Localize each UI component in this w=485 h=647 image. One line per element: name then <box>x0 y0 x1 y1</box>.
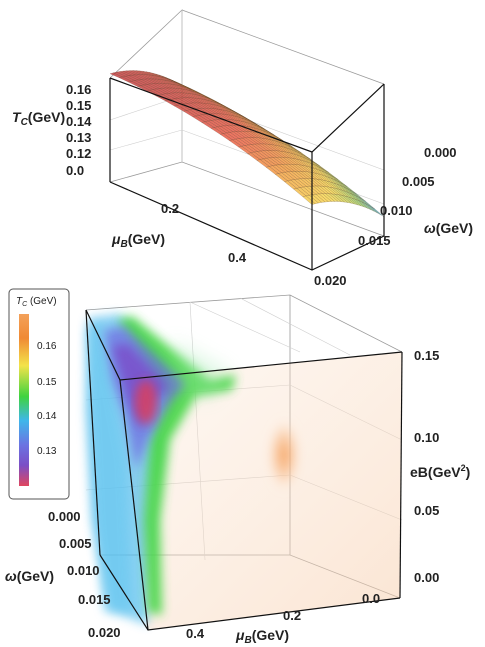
legend-title: TC (GeV) <box>16 296 57 308</box>
surface-mesh <box>109 70 385 217</box>
legend-label: 0.14 <box>37 411 57 422</box>
y-tick: 0.010 <box>380 203 413 218</box>
surface-cell <box>368 204 381 216</box>
surface-cell <box>312 193 326 203</box>
density-box-front <box>85 309 403 631</box>
orange-blob <box>268 419 300 491</box>
omega-tick: 0.010 <box>67 563 100 578</box>
y-tick: 0.000 <box>424 145 457 160</box>
y-tick: 0.020 <box>314 273 347 288</box>
surface-cell <box>328 193 343 203</box>
y-tick: 0.005 <box>402 174 435 189</box>
density-fog <box>120 352 402 630</box>
mub-tick: 0.2 <box>283 608 301 623</box>
legend-frame <box>8 288 70 500</box>
z-axis-label: TC(GeV) <box>12 109 65 128</box>
z-tick: 0.16 <box>66 82 91 97</box>
x-axis-label: μB(GeV) <box>111 231 165 250</box>
surface-box-front <box>109 77 385 271</box>
legend-label: 0.13 <box>37 446 57 457</box>
legend: TC (GeV) 0.16 0.15 0.14 0.13 <box>8 288 70 500</box>
surface-z-ticks: 0.16 0.15 0.14 0.13 0.12 0.0 <box>66 82 92 178</box>
x-tick: 0.4 <box>228 250 247 265</box>
surface-cell <box>364 203 378 214</box>
omega-tick: 0.005 <box>59 536 92 551</box>
y-axis-label: ω(GeV) <box>424 220 473 236</box>
z-tick: 0.13 <box>66 130 91 145</box>
band-light-edge <box>170 340 230 398</box>
mub-tick: 0.4 <box>186 626 205 641</box>
surface-cell <box>361 201 375 212</box>
z-tick: 0.15 <box>66 98 91 113</box>
omega-tick: 0.015 <box>78 592 111 607</box>
band-lightblue <box>86 322 132 612</box>
omega-tick: 0.020 <box>88 625 121 640</box>
mub-tick: 0.0 <box>362 591 380 606</box>
density-z-ticks: 0.15 0.10 0.05 0.00 <box>414 348 439 585</box>
omega-axis-label: ω(GeV) <box>5 568 54 584</box>
omega-tick: 0.000 <box>48 509 81 524</box>
density-plot: TC (GeV) 0.16 0.15 0.14 0.13 0.15 0.10 0… <box>5 288 470 646</box>
surface-cell <box>348 196 362 207</box>
legend-colorbar <box>19 314 29 486</box>
density-x-ticks: 0.4 0.2 0.0 <box>186 591 380 641</box>
surface-cell <box>331 193 346 203</box>
band-red-core <box>135 380 157 424</box>
surface-plot: 0.16 0.15 0.14 0.13 0.12 0.0 TC(GeV) 0.2… <box>12 9 473 288</box>
eb-tick: 0.10 <box>414 430 439 445</box>
eb-tick: 0.05 <box>414 503 439 518</box>
surface-y-ticks: 0.000 0.005 0.010 0.015 0.020 <box>314 145 457 288</box>
surface-x-ticks: 0.2 0.4 <box>161 201 247 265</box>
eb-tick: 0.00 <box>414 570 439 585</box>
x-tick: 0.2 <box>161 201 179 216</box>
legend-label: 0.16 <box>37 341 57 352</box>
surface-cell <box>371 206 385 217</box>
eb-axis-label: eB(GeV2) <box>410 463 470 480</box>
density-y-ticks: 0.000 0.005 0.010 0.015 0.020 <box>48 509 121 640</box>
surface-cell <box>334 193 349 203</box>
z-tick: 0.12 <box>66 146 91 161</box>
eb-tick: 0.15 <box>414 348 439 363</box>
mub-axis-label: μB(GeV) <box>235 627 289 646</box>
legend-label: 0.15 <box>37 377 57 388</box>
density-bands <box>86 314 236 625</box>
z-tick: 0.14 <box>66 114 92 129</box>
surface-cell <box>325 193 339 202</box>
z-tick: 0.0 <box>66 163 84 178</box>
y-tick: 0.015 <box>358 233 391 248</box>
